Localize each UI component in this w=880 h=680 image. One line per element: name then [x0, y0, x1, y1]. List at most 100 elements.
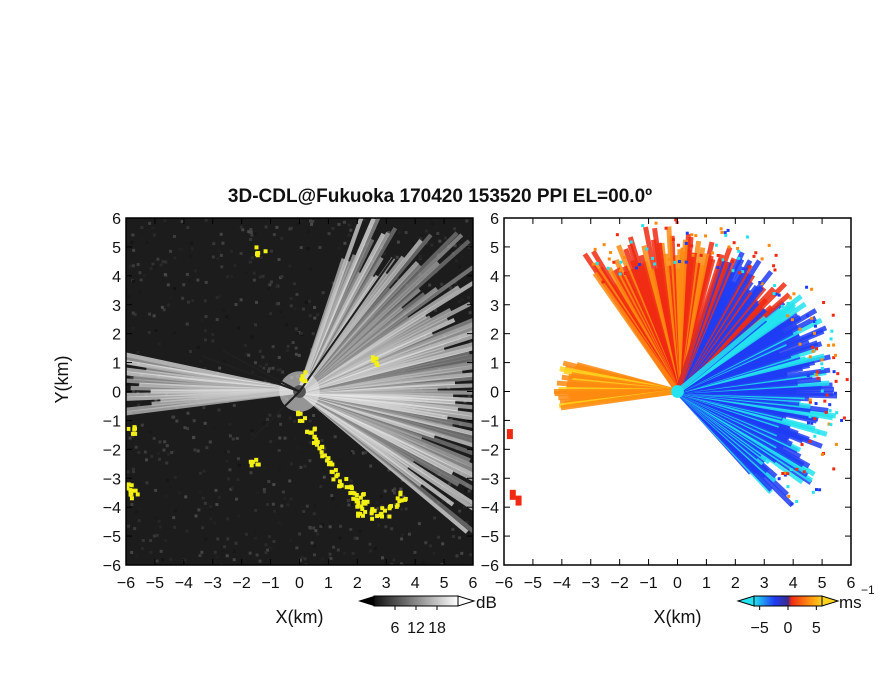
clutter-cell [354, 493, 359, 498]
noise-cell [321, 291, 325, 295]
noise-cell [267, 367, 271, 371]
speckle-cell [786, 472, 790, 476]
clutter-cell [263, 249, 268, 254]
noise-cell [280, 504, 284, 508]
speckle-cell [820, 389, 824, 393]
noise-cell [308, 267, 312, 271]
clutter-cell [315, 440, 320, 445]
noise-cell [149, 539, 153, 543]
y-tick-label: 6 [112, 211, 121, 228]
noise-cell [203, 501, 207, 505]
clutter-cell [133, 431, 138, 436]
noise-cell [464, 488, 468, 492]
speckle-cell [736, 246, 740, 250]
noise-cell [337, 246, 341, 250]
noise-cell [384, 525, 388, 529]
noise-cell [132, 470, 136, 474]
speckle-cell [760, 257, 764, 261]
noise-cell [244, 352, 248, 356]
noise-cell [276, 368, 280, 372]
speckle-cell [664, 226, 668, 230]
noise-cell [428, 544, 432, 548]
noise-cell [223, 545, 227, 549]
noise-cell [164, 539, 168, 543]
speckle-cell [720, 230, 724, 234]
y-tick-label: 6 [490, 211, 499, 228]
noise-cell [254, 323, 258, 327]
noise-cell [215, 555, 219, 559]
x-tick-label: 3 [382, 575, 391, 592]
noise-cell [460, 551, 464, 555]
speckle-cell [832, 356, 836, 360]
noise-cell [137, 519, 141, 523]
clutter-cell [322, 453, 327, 458]
noise-cell [430, 243, 434, 247]
noise-cell [131, 264, 135, 268]
y-axis-label: Y(km) [52, 356, 72, 404]
noise-cell [332, 545, 336, 549]
noise-cell [203, 299, 207, 303]
noise-cell [209, 507, 213, 511]
noise-cell [145, 481, 149, 485]
noise-cell [182, 283, 186, 287]
noise-cell [437, 489, 441, 493]
clutter-cell [254, 245, 259, 250]
noise-cell [148, 221, 152, 225]
noise-cell [272, 233, 276, 237]
noise-cell [286, 503, 290, 507]
noise-cell [162, 308, 166, 312]
clutter-cell [334, 474, 339, 479]
noise-cell [269, 440, 273, 444]
noise-cell [349, 228, 353, 232]
noise-cell [313, 504, 317, 508]
noise-cell [303, 557, 307, 561]
noise-cell [404, 507, 408, 511]
speckle-cell [827, 422, 831, 426]
noise-cell [202, 469, 206, 473]
clutter-cell [128, 488, 133, 493]
x-axis-label: X(km) [654, 607, 702, 627]
x-tick-label: −6 [117, 575, 135, 592]
y-tick-label: 3 [112, 298, 121, 315]
noise-cell [319, 485, 323, 489]
echo-ray [126, 389, 300, 416]
noise-cell [226, 477, 230, 481]
noise-cell [169, 249, 173, 253]
speckle-cell [784, 471, 788, 475]
noise-cell [239, 251, 243, 255]
noise-cell [167, 303, 171, 307]
noise-cell [250, 335, 254, 339]
speckle-cell [593, 247, 597, 251]
speckle-cell [834, 442, 838, 446]
noise-cell [376, 507, 380, 511]
noise-cell [186, 226, 190, 230]
noise-cell [226, 275, 230, 279]
noise-cell [173, 475, 177, 479]
noise-cell [291, 341, 295, 345]
panel-left-plot [126, 218, 473, 565]
speckle-cell [777, 293, 781, 297]
noise-cell [181, 296, 185, 300]
speckle-cell [811, 345, 815, 349]
noise-cell [312, 526, 316, 530]
speckle-cell [714, 243, 718, 247]
noise-cell [194, 514, 198, 518]
noise-cell [425, 229, 429, 233]
speckle-cell [829, 423, 833, 427]
noise-cell [159, 549, 163, 553]
clutter-cell [129, 483, 134, 488]
speckle-cell [832, 370, 836, 374]
noise-cell [352, 451, 356, 455]
speckle-cell [760, 282, 764, 286]
noise-cell [140, 226, 144, 230]
speckle-cell [741, 270, 745, 274]
noise-cell [250, 256, 254, 260]
noise-cell [454, 471, 458, 475]
noise-cell [258, 275, 262, 279]
speckle-cell [834, 379, 838, 383]
noise-cell [149, 430, 153, 434]
noise-cell [298, 558, 302, 562]
noise-cell [263, 396, 267, 400]
yellow-clutter [126, 245, 408, 521]
noise-cell [130, 254, 134, 258]
